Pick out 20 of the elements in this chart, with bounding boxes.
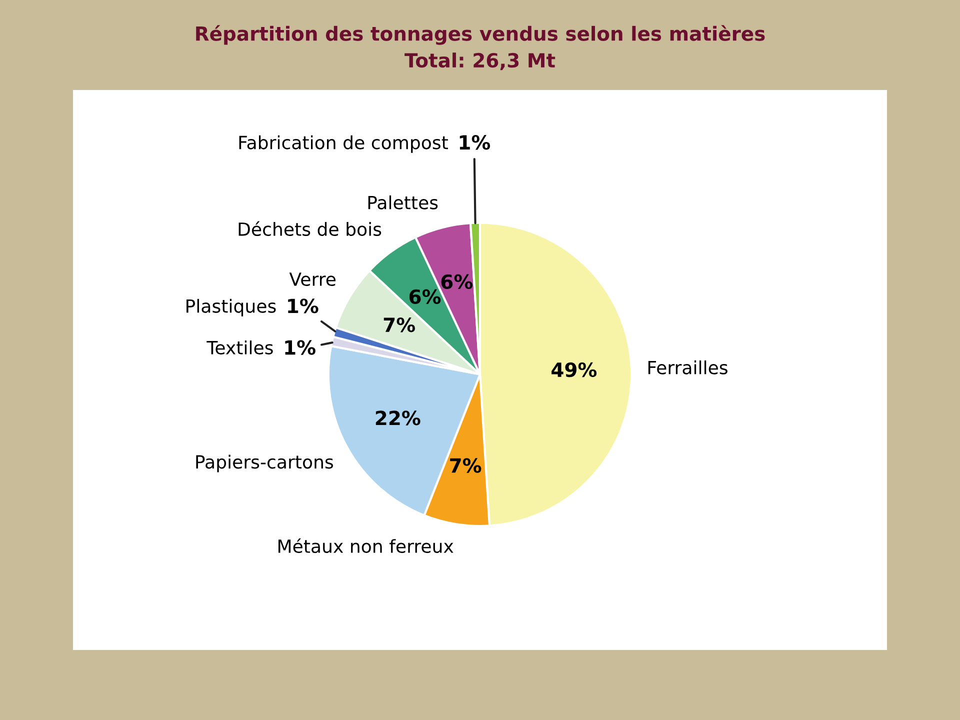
slice-label: Métaux non ferreux bbox=[278, 538, 454, 554]
chart-title: Répartition des tonnages vendus selon les matières bbox=[196, 25, 765, 45]
slice-label: Textiles bbox=[206, 340, 273, 354]
slice-label: Papiers-cartons bbox=[196, 454, 334, 472]
slice-label: Fabrication de compost bbox=[239, 135, 448, 153]
data-label: 1% bbox=[288, 298, 318, 314]
data-label: 22% bbox=[376, 410, 420, 426]
slice-label: Palettes bbox=[368, 195, 438, 210]
chart-subtitle: Total: 26,3 Mt bbox=[404, 52, 556, 70]
slice-label: Déchets de bois bbox=[238, 221, 382, 236]
slice-label: Ferrailles bbox=[648, 360, 728, 374]
data-label: 6% bbox=[409, 289, 441, 304]
slice-label: Plastiques bbox=[186, 298, 276, 316]
data-label: 7% bbox=[384, 317, 415, 332]
data-label: 1% bbox=[285, 340, 316, 355]
data-label: 49% bbox=[552, 362, 597, 378]
slice-label: Verre bbox=[289, 272, 336, 286]
data-label: 1% bbox=[460, 135, 490, 150]
data-label: 6% bbox=[441, 274, 473, 290]
data-label: 7% bbox=[450, 458, 482, 473]
